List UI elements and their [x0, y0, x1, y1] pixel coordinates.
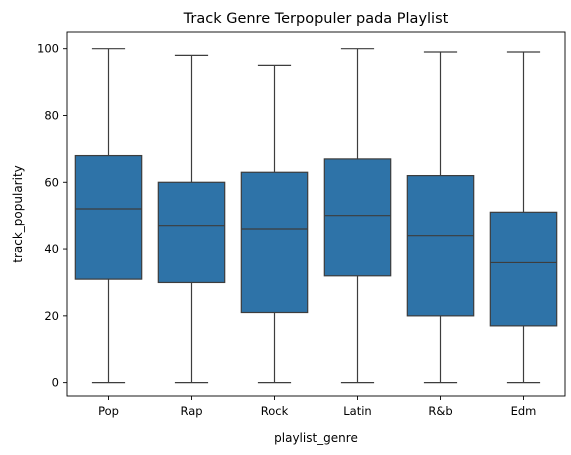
- y-tick-label: 80: [44, 108, 59, 122]
- x-tick-label: Pop: [98, 404, 119, 418]
- y-tick-label: 60: [44, 175, 59, 189]
- box-r-b: [407, 52, 473, 383]
- x-tick-label: Rap: [180, 404, 202, 418]
- iqr-box: [75, 156, 141, 280]
- iqr-box: [490, 212, 556, 326]
- x-tick-label: R&b: [428, 404, 452, 418]
- x-axis: Pop Rap Rock Latin R&b Edm: [98, 396, 536, 418]
- y-axis: 0 20 40 60 80 100: [37, 42, 67, 390]
- y-axis-label: track_popularity: [11, 165, 25, 262]
- box-series: [75, 49, 556, 383]
- x-tick-label: Edm: [511, 404, 537, 418]
- box-rock: [241, 65, 307, 382]
- iqr-box: [158, 182, 224, 282]
- y-tick-label: 40: [44, 242, 59, 256]
- y-tick-label: 20: [44, 309, 59, 323]
- y-tick-label: 100: [37, 42, 59, 56]
- box-edm: [490, 52, 556, 383]
- x-tick-label: Rock: [261, 404, 289, 418]
- iqr-box: [324, 159, 390, 276]
- chart-title: Track Genre Terpopuler pada Playlist: [183, 11, 449, 27]
- box-rap: [158, 55, 224, 382]
- box-latin: [324, 49, 390, 383]
- x-tick-label: Latin: [343, 404, 371, 418]
- iqr-box: [241, 172, 307, 312]
- iqr-box: [407, 176, 473, 316]
- x-axis-label: playlist_genre: [274, 431, 358, 445]
- box-pop: [75, 49, 141, 383]
- y-tick-label: 0: [52, 376, 59, 390]
